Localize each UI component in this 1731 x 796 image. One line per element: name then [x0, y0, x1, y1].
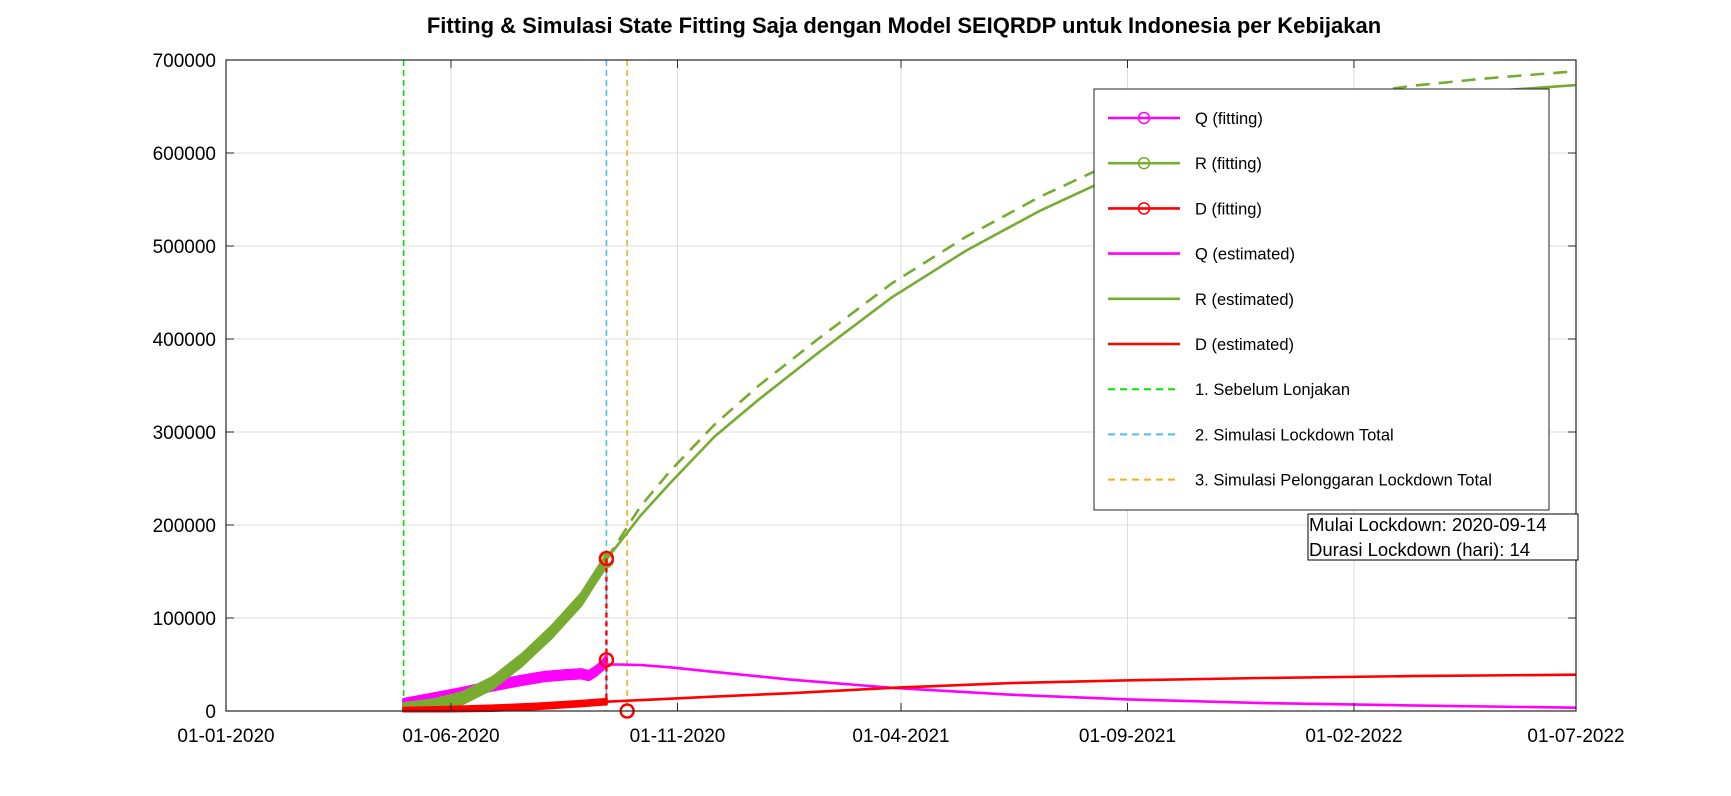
x-tick-label: 01-01-2020	[177, 726, 274, 747]
chart-title: Fitting & Simulasi State Fitting Saja de…	[427, 13, 1381, 38]
legend-label-d-estimated: D (estimated)	[1195, 336, 1294, 354]
legend-label-3-simulasi-pelonggaran-lockdown-total: 3. Simulasi Pelonggaran Lockdown Total	[1195, 472, 1492, 490]
y-tick-label: 200000	[153, 516, 216, 537]
legend-label-1-sebelum-lonjakan: 1. Sebelum Lonjakan	[1195, 381, 1350, 399]
series-q-estimated	[606, 663, 1577, 709]
legend-label-r-estimated: R (estimated)	[1195, 291, 1294, 309]
y-tick-label: 100000	[153, 609, 216, 630]
y-tick-label: 300000	[153, 423, 216, 444]
annotation-box	[1307, 513, 1579, 561]
x-tick-label: 01-02-2022	[1305, 726, 1402, 747]
axis-ticks: 01-01-2020 01-06-2020 01-11-2020 01-04-2021…	[153, 51, 1625, 747]
annotation-duration: Durasi Lockdown (hari): 14	[1309, 539, 1530, 560]
x-tick-label: 01-04-2021	[852, 726, 949, 747]
legend-marker-q-fitting	[1137, 111, 1151, 125]
legend-marker-d-fitting	[1137, 202, 1151, 215]
y-tick-label: 400000	[153, 330, 216, 351]
y-tick-label: 700000	[153, 51, 216, 72]
lockdown-annotation: Mulai Lockdown: 2020-09-14 Durasi Lockdo…	[1307, 513, 1579, 561]
legend-label-q-fitting: Q (fitting)	[1195, 110, 1263, 128]
annotation-start-date: Mulai Lockdown: 2020-09-14	[1309, 514, 1547, 535]
legend-marker-r-fitting	[1137, 156, 1151, 170]
x-tick-label: 01-11-2020	[630, 726, 726, 747]
series-d-estimated	[606, 673, 1577, 703]
x-tick-label: 01-09-2021	[1079, 726, 1176, 747]
legend-label-2-simulasi-lockdown-total: 2. Simulasi Lockdown Total	[1195, 426, 1394, 444]
legend-label-q-estimated: Q (estimated)	[1195, 246, 1295, 264]
x-tick-label: 01-07-2022	[1527, 726, 1624, 747]
legend: Q (fitting) R (fitting) D (fitting) Q (esti…	[1093, 88, 1550, 511]
y-tick-label: 600000	[153, 144, 216, 165]
vertical-lines	[402, 60, 628, 711]
legend-label-d-fitting: D (fitting)	[1195, 200, 1262, 218]
legend-label-r-fitting: R (fitting)	[1195, 155, 1262, 173]
y-tick-label: 500000	[153, 237, 216, 258]
plot-area	[402, 69, 1577, 719]
marker-q	[598, 652, 615, 668]
marker-d	[598, 550, 615, 567]
x-tick-label: 01-06-2020	[402, 726, 499, 747]
y-tick-label: 0	[205, 702, 216, 723]
